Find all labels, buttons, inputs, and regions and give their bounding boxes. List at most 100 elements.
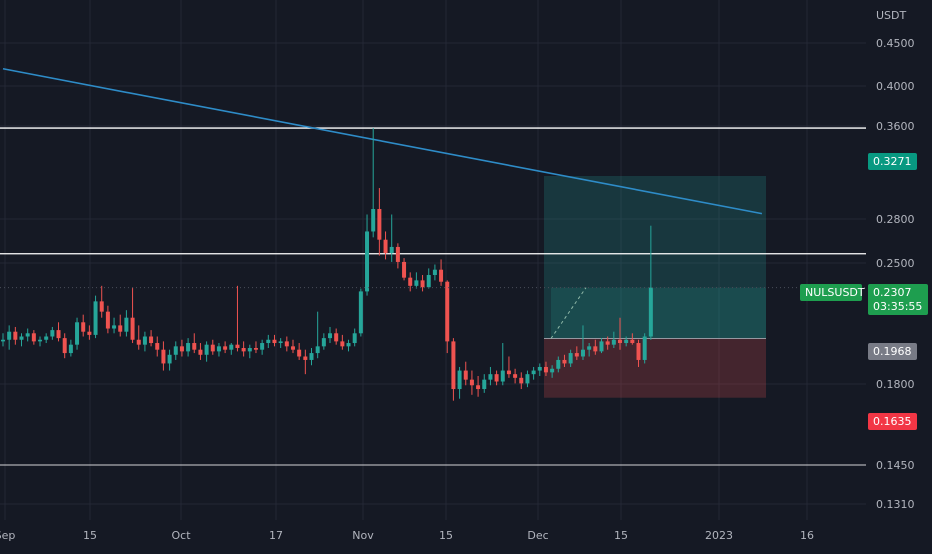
candle-body[interactable] — [93, 301, 98, 335]
candle-body[interactable] — [155, 343, 160, 350]
candle-body[interactable] — [451, 341, 456, 390]
candle-body[interactable] — [112, 325, 117, 329]
candle-body[interactable] — [426, 274, 431, 288]
candle-body[interactable] — [371, 209, 376, 232]
candle-body[interactable] — [618, 339, 622, 344]
candle-body[interactable] — [44, 336, 49, 340]
candle-body[interactable] — [624, 339, 629, 344]
stop-price-tag[interactable]: 0.1635 — [868, 413, 917, 430]
candle-body[interactable] — [309, 353, 314, 360]
candle-body[interactable] — [31, 333, 36, 342]
candle-body[interactable] — [13, 331, 18, 340]
candle-body[interactable] — [297, 349, 302, 357]
candle-body[interactable] — [161, 349, 166, 364]
candle-body[interactable] — [99, 301, 104, 312]
candle-body[interactable] — [136, 339, 141, 345]
candle-body[interactable] — [543, 366, 548, 373]
candle-body[interactable] — [290, 346, 295, 350]
candle-body[interactable] — [439, 269, 444, 282]
candle-body[interactable] — [118, 325, 123, 332]
candle-body[interactable] — [68, 344, 73, 354]
candle-body[interactable] — [599, 341, 604, 352]
candle-body[interactable] — [580, 349, 585, 357]
candle-body[interactable] — [383, 239, 388, 254]
candle-body[interactable] — [56, 330, 61, 339]
candle-body[interactable] — [488, 374, 493, 380]
candle-body[interactable] — [556, 359, 561, 369]
candle-body[interactable] — [50, 330, 55, 337]
candle-body[interactable] — [210, 344, 215, 352]
candle-body[interactable] — [457, 370, 462, 390]
candle-body[interactable] — [389, 246, 394, 254]
target-price-tag[interactable]: 0.3271 — [868, 153, 917, 170]
candle-body[interactable] — [192, 343, 197, 350]
candle-body[interactable] — [574, 353, 579, 357]
candle-body[interactable] — [167, 354, 172, 364]
trendline[interactable] — [2, 67, 763, 215]
candle-body[interactable] — [284, 341, 289, 347]
candle-body[interactable] — [198, 349, 203, 355]
candle-body[interactable] — [75, 322, 80, 345]
candle-body[interactable] — [241, 348, 246, 352]
candle-body[interactable] — [346, 343, 351, 347]
candle-body[interactable] — [537, 366, 542, 371]
candle-body[interactable] — [408, 277, 413, 286]
candle-body[interactable] — [506, 370, 511, 375]
candle-body[interactable] — [420, 280, 425, 288]
candle-body[interactable] — [334, 333, 339, 342]
candle-body[interactable] — [321, 338, 326, 347]
candle-body[interactable] — [648, 287, 653, 337]
candle-body[interactable] — [531, 370, 536, 375]
candle-body[interactable] — [272, 339, 277, 344]
candle-body[interactable] — [463, 370, 468, 380]
candle-body[interactable] — [365, 231, 370, 292]
candle-body[interactable] — [642, 336, 647, 360]
candle-body[interactable] — [186, 343, 191, 352]
candle-body[interactable] — [130, 317, 135, 340]
candle-body[interactable] — [482, 379, 487, 390]
candle-body[interactable] — [525, 374, 530, 384]
candle-body[interactable] — [402, 261, 407, 278]
candle-body[interactable] — [260, 343, 265, 350]
candle-body[interactable] — [500, 370, 505, 382]
candle-body[interactable] — [105, 311, 110, 329]
stop-zone[interactable] — [544, 338, 766, 398]
candle-body[interactable] — [229, 344, 234, 350]
candle-body[interactable] — [266, 339, 271, 344]
candle-body[interactable] — [445, 281, 450, 342]
candle-body[interactable] — [38, 339, 43, 342]
candle-body[interactable] — [253, 348, 258, 350]
candle-body[interactable] — [173, 346, 178, 355]
candle-body[interactable] — [25, 333, 30, 337]
symbol-tag[interactable]: NULSUSDT — [800, 284, 865, 301]
candle-body[interactable] — [7, 331, 12, 340]
candle-body[interactable] — [414, 280, 419, 286]
candle-body[interactable] — [352, 333, 357, 344]
candle-body[interactable] — [469, 379, 474, 386]
candle-body[interactable] — [562, 359, 567, 364]
candle-body[interactable] — [550, 368, 555, 373]
candle-body[interactable] — [303, 356, 308, 360]
candle-body[interactable] — [247, 348, 252, 352]
entry-price-tag[interactable]: 0.1968 — [868, 343, 917, 360]
candle-body[interactable] — [395, 246, 400, 262]
candle-body[interactable] — [476, 385, 481, 390]
candle-body[interactable] — [216, 346, 221, 352]
candle-body[interactable] — [340, 341, 345, 347]
candle-body[interactable] — [377, 209, 382, 240]
candle-body[interactable] — [179, 346, 184, 352]
candle-body[interactable] — [223, 346, 228, 350]
candle-body[interactable] — [494, 374, 499, 382]
candle-body[interactable] — [62, 338, 67, 354]
candle-body[interactable] — [513, 374, 518, 378]
candle-body[interactable] — [278, 341, 283, 344]
candle-body[interactable] — [81, 322, 86, 332]
candle-body[interactable] — [124, 317, 129, 332]
candle-body[interactable] — [235, 344, 240, 349]
candle-body[interactable] — [587, 346, 592, 350]
candle-body[interactable] — [149, 336, 154, 344]
candle-body[interactable] — [593, 346, 598, 352]
candle-body[interactable] — [87, 331, 92, 335]
